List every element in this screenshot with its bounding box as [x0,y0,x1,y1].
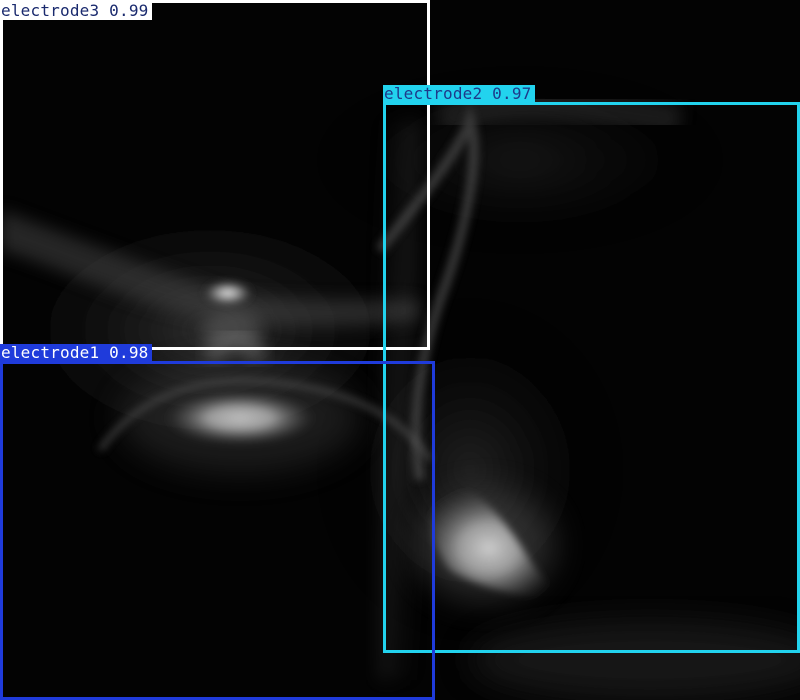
detection-label-electrode3: electrode3 0.99 [0,2,152,20]
bounding-box-electrode3 [0,0,430,350]
detection-label-electrode1: electrode1 0.98 [0,344,152,362]
bounding-box-electrode1 [0,361,435,700]
bounding-box-electrode2 [383,102,800,653]
detection-label-electrode2: electrode2 0.97 [383,85,535,103]
